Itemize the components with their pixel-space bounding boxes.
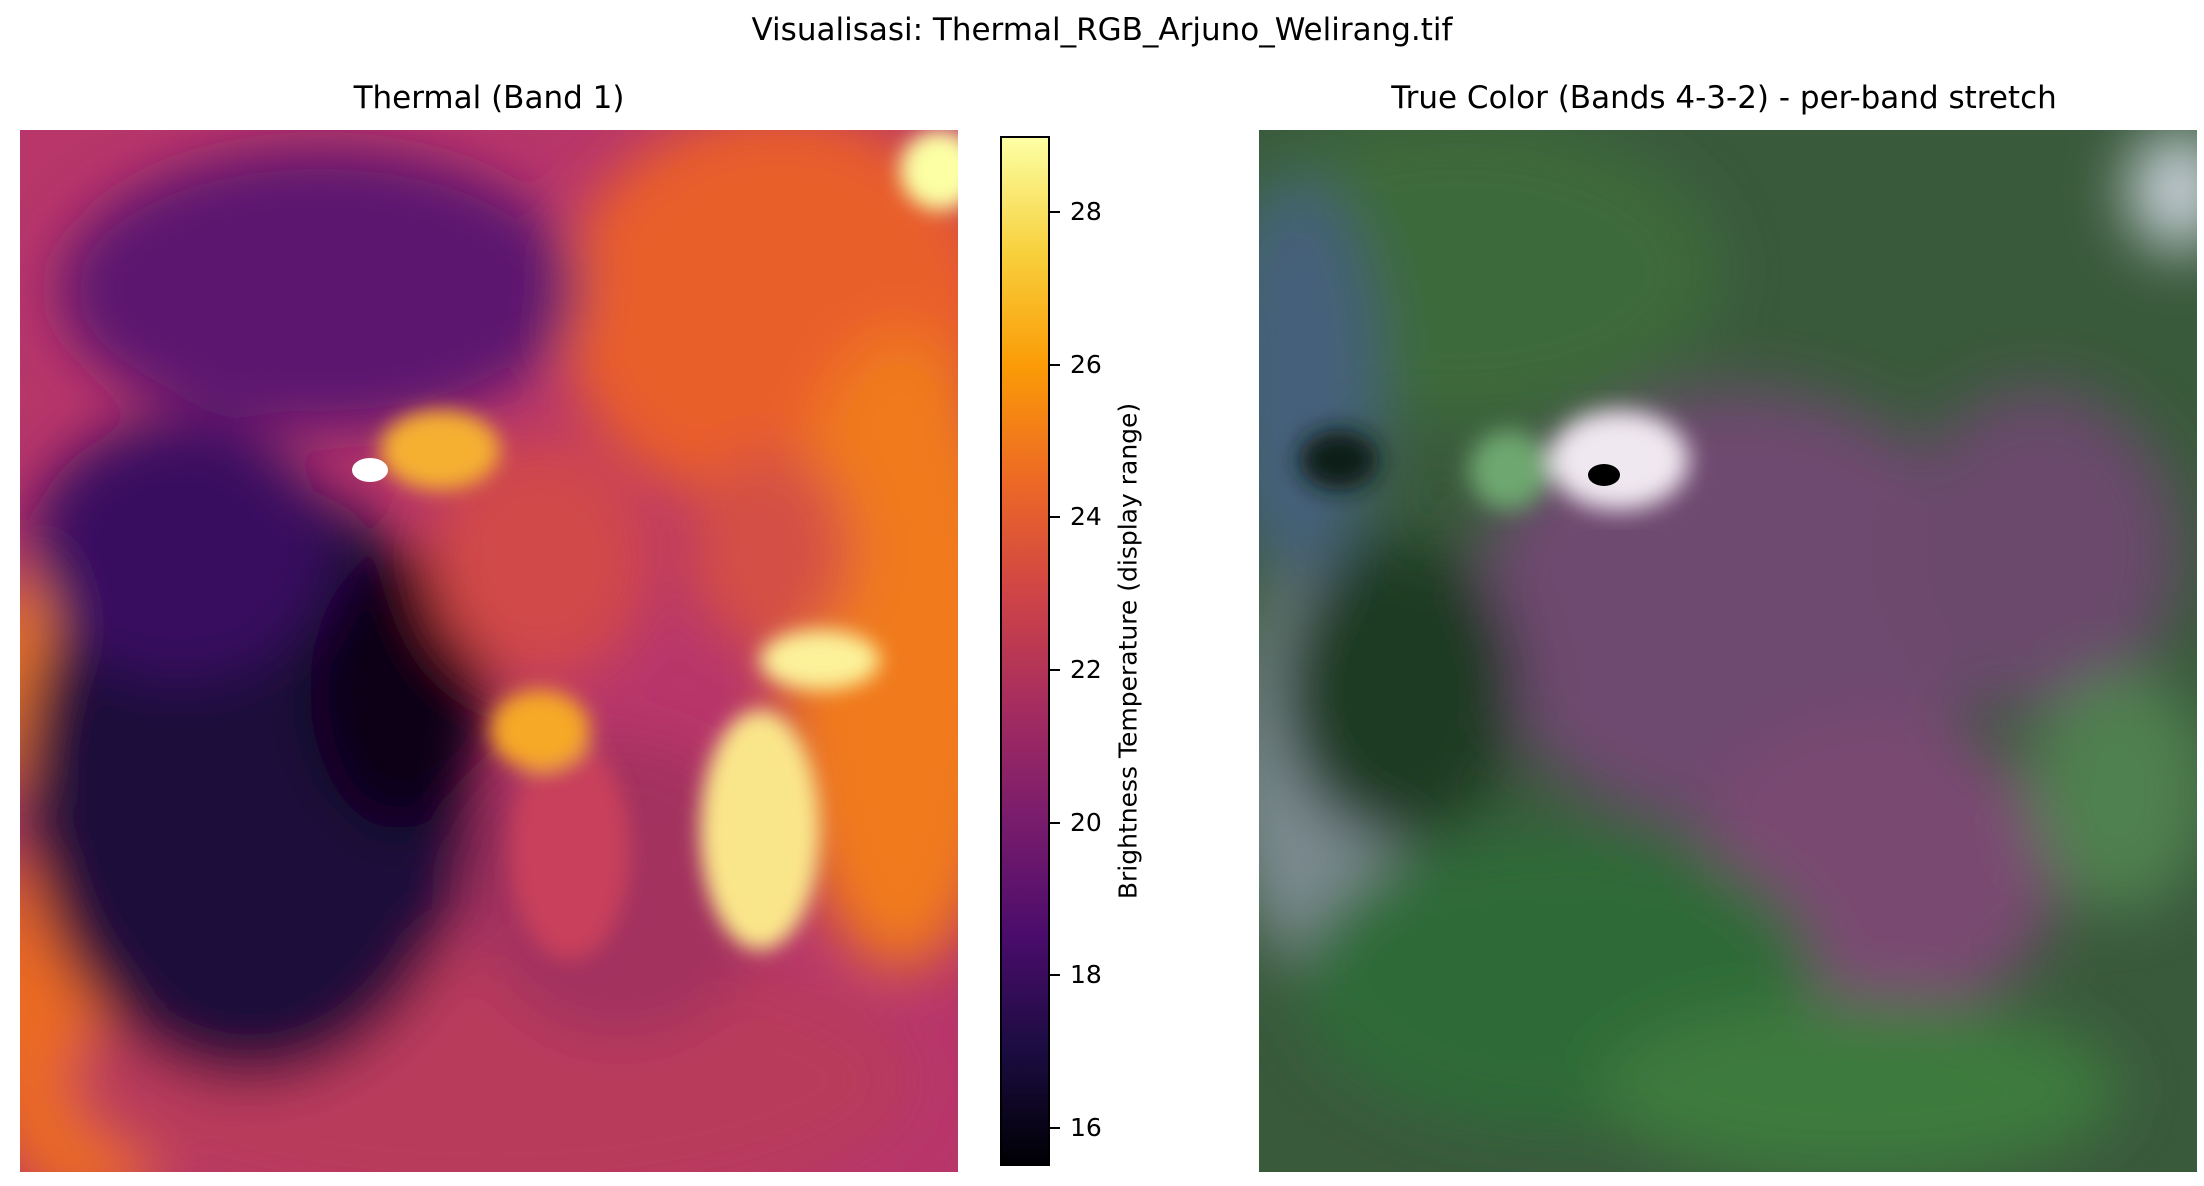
colorbar-tick-label: 16: [1070, 1112, 1102, 1142]
colorbar: [1000, 136, 1050, 1166]
colorbar-tick-mark: [1050, 516, 1060, 519]
colorbar-tick-mark: [1050, 363, 1060, 366]
colorbar-axis: 16 18 20 22 24 26 28: [1050, 136, 1130, 1166]
colorbar-tick-mark: [1050, 821, 1060, 824]
colorbar-tick-mark: [1050, 1126, 1060, 1129]
figure-title: Visualisasi: Thermal_RGB_Arjuno_Welirang…: [751, 12, 1453, 48]
colorbar-tick-mark: [1050, 211, 1060, 214]
truecolor-image: [1259, 130, 2197, 1172]
colorbar-tick-label: 26: [1070, 349, 1102, 379]
thermal-panel-title: Thermal (Band 1): [353, 80, 625, 116]
colorbar-tick-label: 24: [1070, 502, 1102, 532]
thermal-image: [20, 130, 958, 1172]
colorbar-tick-mark: [1050, 669, 1060, 672]
colorbar-tick-label: 20: [1070, 807, 1102, 837]
colorbar-tick-label: 28: [1070, 197, 1102, 227]
colorbar-tick-label: 22: [1070, 655, 1102, 685]
colorbar-tick-mark: [1050, 974, 1060, 977]
truecolor-panel-title: True Color (Bands 4-3-2) - per-band stre…: [1391, 80, 2057, 116]
colorbar-tick-label: 18: [1070, 960, 1102, 990]
